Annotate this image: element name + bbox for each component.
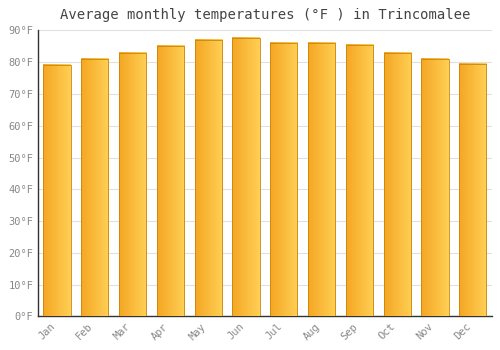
Bar	[270, 43, 297, 316]
Bar	[44, 65, 70, 316]
Bar	[82, 59, 108, 316]
Bar	[308, 43, 335, 316]
Bar	[422, 59, 448, 316]
Bar	[384, 53, 411, 316]
Bar	[232, 38, 260, 316]
Bar	[459, 64, 486, 316]
Bar	[194, 40, 222, 316]
Bar	[346, 45, 373, 316]
Bar	[157, 46, 184, 316]
Title: Average monthly temperatures (°F ) in Trincomalee: Average monthly temperatures (°F ) in Tr…	[60, 8, 470, 22]
Bar	[119, 53, 146, 316]
